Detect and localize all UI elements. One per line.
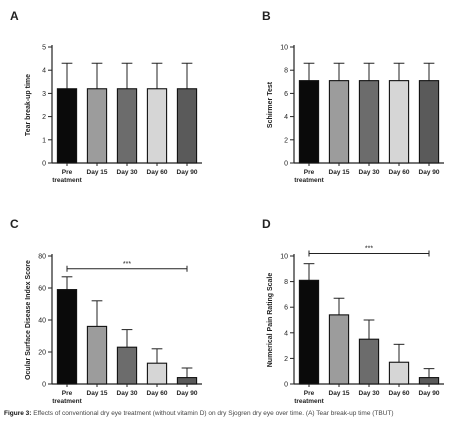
y-tick-label: 60: [38, 286, 46, 293]
bar: [298, 279, 320, 385]
y-tick-label: 0: [42, 161, 46, 168]
x-tick-label: treatment: [294, 398, 324, 405]
x-tick-label: Day 90: [177, 390, 198, 397]
bar: [418, 80, 440, 164]
x-tick-label: Day 15: [87, 390, 108, 397]
y-tick-label: 5: [42, 45, 46, 52]
x-tick-label: Day 90: [419, 390, 440, 397]
y-tick-label: 2: [42, 114, 46, 121]
panel-letter: D: [262, 217, 271, 231]
y-axis-label: Numerical Pain Rating Scale: [267, 273, 274, 368]
bar: [146, 88, 168, 164]
y-tick-label: 6: [284, 91, 288, 98]
y-axis-label: Tear break-up time: [25, 74, 32, 136]
panel-c: C 0 20 40 60 80 Ocular Surface Disease Index S…: [10, 217, 202, 405]
y-tick-label: 8: [284, 68, 288, 75]
caption-lead: Figure 3:: [4, 410, 32, 417]
y-tick-label: 0: [284, 382, 288, 389]
bar: [418, 377, 440, 385]
x-tick-label: Day 90: [419, 169, 440, 176]
x-tick-label: treatment: [52, 177, 82, 184]
figure-caption: Figure 3: Effects of conventional dry ey…: [4, 410, 474, 417]
y-tick-label: 10: [280, 254, 288, 261]
bar: [86, 88, 108, 164]
x-tick-label: treatment: [52, 398, 82, 405]
bar: [328, 314, 350, 385]
x-tick-label: Day 30: [117, 390, 138, 397]
x-tick-label: Day 30: [117, 169, 138, 176]
caption-text: Effects of conventional dry eye treatmen…: [33, 410, 394, 417]
bar: [328, 80, 350, 164]
y-tick-label: 40: [38, 318, 46, 325]
bar: [358, 80, 380, 164]
x-tick-label: Day 30: [359, 169, 380, 176]
significance-label: ***: [123, 261, 131, 268]
panel-letter: C: [10, 217, 19, 231]
y-tick-label: 0: [284, 161, 288, 168]
x-tick-label: Pre: [62, 390, 73, 397]
x-tick-label: Pre: [304, 169, 315, 176]
panel-d: D 0 2 4 6 8 10 Numerical Pain Rating Scale Pretr…: [262, 217, 444, 405]
y-tick-label: 1: [42, 137, 46, 144]
panel-letter: B: [262, 9, 271, 23]
x-tick-label: Day 90: [177, 169, 198, 176]
y-tick-label: 20: [38, 350, 46, 357]
x-tick-label: Day 15: [87, 169, 108, 176]
bar: [56, 289, 78, 385]
y-tick-label: 2: [284, 137, 288, 144]
y-tick-label: 2: [284, 356, 288, 363]
y-tick-label: 4: [284, 330, 288, 337]
x-tick-label: Day 60: [147, 390, 168, 397]
bar: [116, 346, 138, 385]
y-tick-label: 6: [284, 305, 288, 312]
y-tick-label: 4: [284, 114, 288, 121]
significance-label: ***: [365, 245, 373, 252]
bar: [116, 88, 138, 164]
y-tick-label: 10: [280, 45, 288, 52]
x-tick-label: Day 15: [329, 169, 350, 176]
y-axis-label: Ocular Surface Disease Index Score: [25, 260, 32, 380]
y-tick-label: 80: [38, 254, 46, 261]
bar: [388, 80, 410, 164]
bar: [86, 325, 108, 385]
y-tick-label: 4: [42, 68, 46, 75]
x-tick-label: Pre: [62, 169, 73, 176]
x-tick-label: Pre: [304, 390, 315, 397]
y-tick-label: 8: [284, 279, 288, 286]
bar: [298, 80, 320, 164]
bar: [176, 88, 198, 164]
x-tick-label: Day 60: [389, 169, 410, 176]
bar: [176, 377, 198, 385]
bar: [358, 338, 380, 385]
x-tick-label: Day 60: [389, 390, 410, 397]
y-tick-label: 0: [42, 382, 46, 389]
bar: [388, 361, 410, 385]
x-tick-label: Day 15: [329, 390, 350, 397]
panel-letter: A: [10, 9, 19, 23]
x-tick-label: treatment: [294, 177, 324, 184]
bar: [56, 88, 78, 164]
x-tick-label: Day 30: [359, 390, 380, 397]
y-tick-label: 3: [42, 91, 46, 98]
bar: [146, 362, 168, 385]
y-axis-label: Schirmer Test: [267, 81, 274, 128]
x-tick-label: Day 60: [147, 169, 168, 176]
